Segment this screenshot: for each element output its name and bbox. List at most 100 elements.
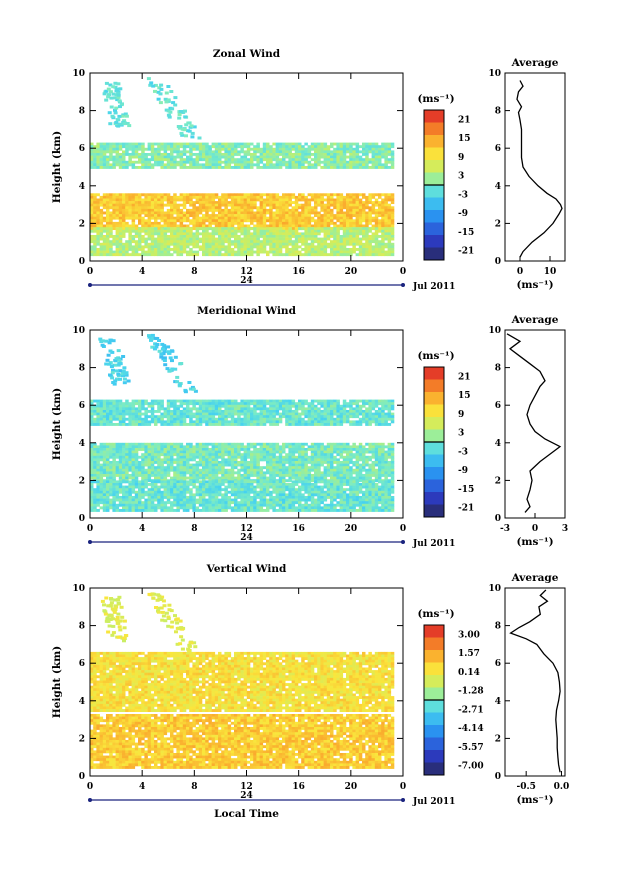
heatmap-cell bbox=[358, 221, 363, 225]
heatmap-cell bbox=[381, 463, 385, 467]
heatmap-cell bbox=[205, 158, 209, 162]
heatmap-cell bbox=[150, 227, 155, 231]
heatmap-cell bbox=[259, 250, 264, 254]
heatmap-cell bbox=[294, 235, 299, 238]
heatmap-cell bbox=[330, 407, 334, 411]
heatmap-cell bbox=[266, 145, 270, 149]
heatmap-cell bbox=[272, 445, 276, 449]
heatmap-cell bbox=[205, 240, 209, 244]
heatmap-cell bbox=[381, 201, 385, 204]
heatmap-cell bbox=[147, 219, 152, 223]
heatmap-cell bbox=[301, 158, 305, 162]
heatmap-cell bbox=[146, 77, 151, 81]
heatmap-cell bbox=[301, 412, 305, 416]
heatmap-cell bbox=[269, 407, 273, 411]
heatmap-cell bbox=[310, 407, 315, 411]
heatmap-cell bbox=[349, 468, 353, 472]
heatmap-cell bbox=[285, 201, 289, 204]
heatmap-cell bbox=[166, 407, 171, 411]
heatmap-cell bbox=[93, 216, 97, 220]
heatmap-cell bbox=[150, 253, 155, 257]
heatmap-cell bbox=[294, 240, 299, 244]
heatmap-cell bbox=[349, 235, 353, 238]
heatmap-cell bbox=[160, 198, 164, 202]
heatmap-cell bbox=[90, 235, 94, 238]
heatmap-cell bbox=[115, 466, 120, 470]
heatmap-cell bbox=[131, 193, 136, 197]
heatmap-cell bbox=[310, 163, 315, 167]
heatmap-cell bbox=[282, 153, 286, 156]
heatmap-cell bbox=[387, 450, 392, 454]
heatmap-cell bbox=[374, 461, 379, 464]
heatmap-cell bbox=[310, 245, 315, 249]
heatmap-cell bbox=[362, 461, 366, 464]
heatmap-cell bbox=[240, 219, 244, 223]
heatmap-cell bbox=[355, 412, 360, 416]
heatmap-cell bbox=[154, 245, 158, 249]
heatmap-cell bbox=[291, 142, 296, 146]
heatmap-cell bbox=[157, 206, 161, 210]
heatmap-cell bbox=[163, 224, 168, 228]
heatmap-cell bbox=[307, 250, 312, 254]
heatmap-cell bbox=[109, 211, 113, 215]
heatmap-cell bbox=[112, 448, 116, 451]
heatmap-cell bbox=[381, 404, 385, 408]
heatmap-cell bbox=[304, 237, 308, 241]
heatmap-cell bbox=[384, 163, 388, 167]
heatmap-cell bbox=[134, 402, 139, 406]
heatmap-cell bbox=[224, 150, 228, 154]
heatmap-cell bbox=[186, 198, 190, 202]
heatmap-cell bbox=[355, 214, 360, 217]
heatmap-cell bbox=[262, 399, 267, 403]
heatmap-cell bbox=[285, 461, 289, 464]
heatmap-cell bbox=[109, 153, 113, 156]
heatmap-cell bbox=[349, 145, 353, 149]
heatmap-cell bbox=[138, 206, 142, 210]
heatmap-cell bbox=[182, 163, 187, 167]
heatmap-cell bbox=[173, 219, 177, 223]
heatmap-cell bbox=[240, 216, 244, 220]
heatmap-cell bbox=[99, 245, 104, 249]
heatmap-cell bbox=[256, 402, 260, 406]
heatmap-cell bbox=[112, 445, 116, 449]
heatmap-cell bbox=[333, 423, 337, 426]
heatmap-cell bbox=[323, 237, 328, 241]
heatmap-cell bbox=[96, 455, 100, 459]
heatmap-cell bbox=[256, 193, 260, 197]
heatmap-cell bbox=[179, 402, 184, 406]
heatmap-cell bbox=[282, 461, 286, 464]
heatmap-cell bbox=[266, 463, 270, 467]
heatmap-cell bbox=[230, 232, 235, 236]
heatmap-cell bbox=[157, 145, 161, 149]
heatmap-cell bbox=[262, 232, 267, 236]
heatmap-cell bbox=[262, 415, 267, 419]
heatmap-cell bbox=[339, 227, 344, 231]
heatmap-cell bbox=[141, 404, 145, 408]
heatmap-cell bbox=[352, 153, 356, 156]
heatmap-cell bbox=[310, 463, 315, 467]
heatmap-cell bbox=[298, 237, 302, 241]
heatmap-cell bbox=[262, 163, 267, 167]
heatmap-cell bbox=[310, 195, 315, 199]
heatmap-cell bbox=[368, 458, 372, 462]
heatmap-cell bbox=[122, 153, 126, 156]
heatmap-cell bbox=[368, 235, 372, 238]
heatmap-cell bbox=[330, 415, 334, 419]
heatmap-cell bbox=[346, 463, 350, 467]
heatmap-cell bbox=[262, 150, 267, 154]
heatmap-cell bbox=[141, 163, 145, 167]
heatmap-cell bbox=[93, 166, 97, 169]
heatmap-cell bbox=[106, 203, 110, 207]
heatmap-cell bbox=[291, 458, 296, 462]
heatmap-cell bbox=[314, 150, 318, 154]
heatmap-cell bbox=[182, 468, 187, 472]
heatmap-cell bbox=[314, 468, 318, 472]
heatmap-cell bbox=[96, 410, 100, 413]
heatmap-cell bbox=[90, 163, 94, 167]
heatmap-cell bbox=[90, 201, 94, 204]
heatmap-cell bbox=[352, 227, 356, 231]
heatmap-cell bbox=[150, 245, 155, 249]
heatmap-cell bbox=[173, 229, 177, 233]
heatmap-cell bbox=[387, 216, 392, 220]
heatmap-cell bbox=[93, 145, 97, 149]
